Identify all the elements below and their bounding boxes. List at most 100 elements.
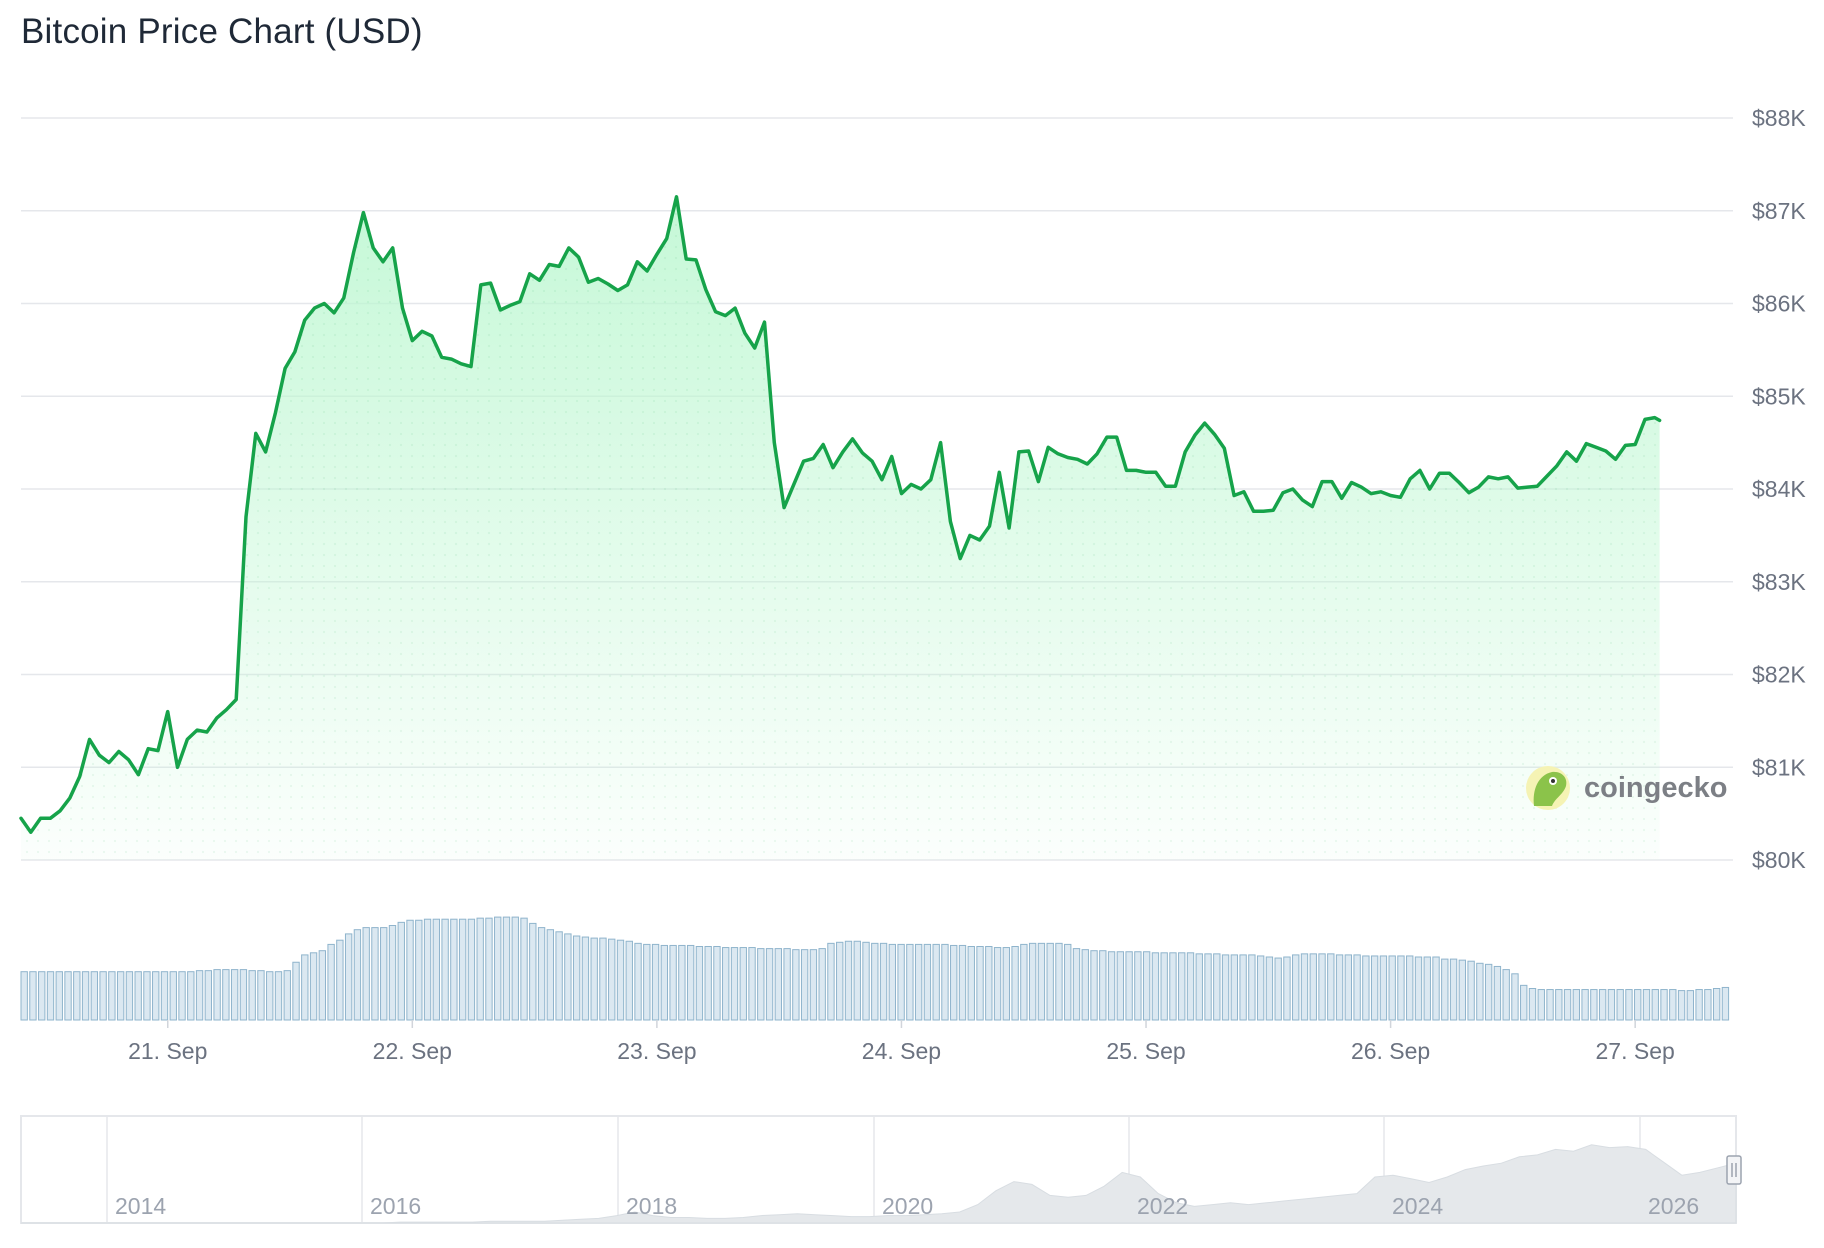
volume-bar [722,947,730,1021]
volume-bar [1107,951,1116,1021]
volume-bar [1686,990,1695,1021]
volume-bar [906,943,914,1021]
volume-bar [283,970,291,1021]
volume-bar [222,969,230,1021]
volume-bar [836,941,844,1021]
watermark-text: coingecko [1584,772,1727,804]
volume-bar [862,941,870,1021]
volume-bar [125,971,134,1021]
volume-bar [1397,955,1405,1021]
volume-bar [274,971,283,1021]
volume-bar [783,948,791,1021]
volume-bar [914,943,923,1021]
volume-bar [1511,973,1519,1021]
volume-bar [1134,951,1142,1021]
navigator-year-label: 2024 [1392,1193,1443,1219]
volume-bar [888,943,897,1021]
volume-bar [1616,989,1624,1021]
volume-bar [1432,956,1440,1021]
volume-bar [853,940,861,1021]
volume-bar [555,931,563,1021]
volume-bar [1484,963,1493,1021]
x-tick-label: 27. Sep [1596,1038,1675,1064]
navigator-handle[interactable] [1726,1155,1742,1185]
x-tick-label: 26. Sep [1351,1038,1430,1064]
volume-bar [616,939,625,1021]
volume-bar [1142,951,1151,1021]
navigator-year-label: 2026 [1648,1193,1699,1219]
volume-bar [1020,943,1028,1021]
volume-bar [309,952,318,1021]
volume-bar [958,944,967,1021]
volume-bar [923,943,932,1021]
volume-bar [1213,953,1221,1021]
volume-bar [950,944,958,1021]
volume-bar [1178,952,1186,1021]
volume-bar [1125,951,1133,1021]
price-line [19,195,1662,834]
volume-bar [397,921,405,1021]
volume-bar [1353,954,1361,1021]
volume-bar [748,947,756,1021]
volume-bar [757,948,765,1021]
volume-bar [678,944,686,1021]
volume-bar [1555,989,1563,1021]
volume-bar [239,969,248,1021]
volume-bar [1695,989,1703,1021]
volume-bar [1388,955,1396,1021]
volume-bar [292,961,300,1021]
navigator-year-label: 2018 [626,1193,677,1219]
volume-bar [871,942,879,1021]
volume-bar [336,939,344,1021]
volume-bar [46,971,55,1021]
gecko-body-icon [1533,771,1567,806]
volume-bar [739,947,747,1021]
volume-bar [1423,956,1431,1021]
volume-bar [1520,984,1528,1021]
volume-bar [608,938,616,1021]
x-tick-label: 21. Sep [128,1038,207,1064]
volume-bar [1011,946,1019,1021]
volume-bar [327,943,335,1021]
volume-bar [38,971,46,1021]
volume-bar [1344,954,1353,1021]
volume-bar [1169,952,1177,1021]
volume-bar [1370,955,1379,1021]
volume-bar [1256,955,1265,1021]
volume-bar [81,971,90,1021]
volume-bar [1493,965,1502,1021]
volume-bar [1362,955,1370,1021]
x-axis: 21. Sep 22. Sep 23. Sep 24. Sep 25. Sep 26. S… [128,1020,1675,1064]
volume-bar [502,916,511,1021]
volume-bar [1634,989,1642,1021]
volume-bar [108,971,116,1021]
volume-bar [686,944,695,1021]
volume-bar [467,918,476,1021]
volume-bar [371,927,379,1021]
volume-bar [1160,952,1168,1021]
volume-bar [669,944,677,1021]
volume-bars [20,916,1730,1021]
range-navigator[interactable]: 2014 2016 2018 2020 2022 2024 2026 [20,1115,1742,1224]
volume-bar [511,916,519,1021]
x-tick-label: 23. Sep [617,1038,696,1064]
x-tick-label: 24. Sep [862,1038,941,1064]
volume-bar [765,948,774,1021]
volume-bar [178,971,186,1021]
volume-bar [90,971,99,1021]
volume-bar [213,969,221,1021]
volume-bar [1239,954,1247,1021]
volume-bar [625,940,633,1021]
volume-bar [1099,950,1107,1021]
volume-bar [1581,989,1589,1021]
volume-bar [1335,954,1344,1021]
coingecko-watermark: coingecko [1526,766,1727,810]
volume-bar [1625,989,1633,1021]
volume-bar [458,918,467,1021]
volume-bar [450,918,458,1021]
volume-bar [932,943,940,1021]
volume-bar [1151,952,1160,1021]
volume-bar [134,971,142,1021]
volume-bar [1248,954,1256,1021]
